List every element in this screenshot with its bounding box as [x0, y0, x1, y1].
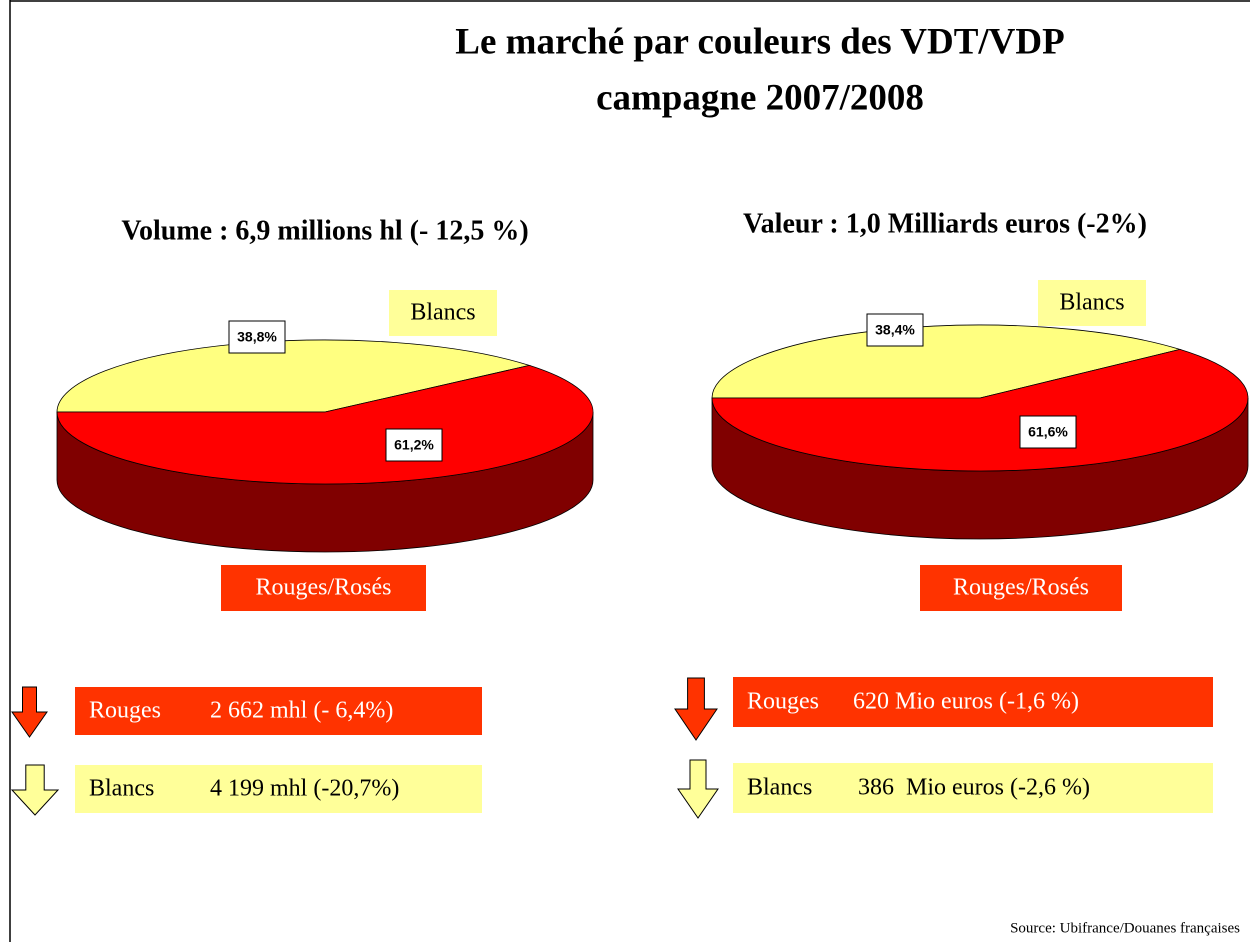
category-label: Blancs	[1059, 290, 1124, 316]
value-label: 38,8%	[237, 329, 277, 345]
summary-box	[733, 763, 1213, 813]
summary-value: 620 Mio euros (-1,6 %)	[853, 689, 1079, 715]
summary-label: Blancs	[747, 775, 812, 801]
arrow-down	[674, 677, 718, 741]
value-label-box	[1019, 415, 1077, 449]
pie-slice	[56, 364, 594, 485]
chart-title: Volume : 6,9 millions hl (- 12,5 %)	[121, 215, 528, 246]
category-label: Rouges/Rosés	[255, 575, 391, 601]
category-label-box	[389, 290, 497, 336]
summary-box	[733, 677, 1213, 727]
category-label: Rouges/Rosés	[953, 575, 1089, 601]
summary-label: Rouges	[747, 689, 819, 715]
slide-title: campagne 2007/2008	[596, 77, 924, 118]
value-label: 61,2%	[394, 437, 434, 453]
category-label: Blancs	[410, 300, 475, 326]
summary-value: 4 199 mhl (-20,7%)	[210, 776, 399, 802]
arrow-down	[677, 759, 719, 819]
summary-label: Rouges	[89, 698, 161, 724]
arrow-down	[10, 764, 60, 816]
summary-label: Blancs	[89, 776, 154, 802]
category-label-box	[1038, 280, 1146, 326]
chart-title: Valeur : 1,0 Milliards euros (-2%)	[743, 208, 1147, 239]
value-label-box	[866, 313, 924, 347]
category-label-box	[221, 565, 426, 611]
summary-value: 386 Mio euros (-2,6 %)	[858, 775, 1090, 801]
value-label-box	[385, 428, 443, 462]
arrow-down	[11, 686, 48, 738]
value-label: 61,6%	[1028, 424, 1068, 440]
slide-title: Le marché par couleurs des VDT/VDP	[455, 21, 1064, 62]
summary-box	[75, 765, 482, 813]
value-label: 38,4%	[875, 322, 915, 338]
category-label-box	[920, 565, 1122, 611]
summary-box	[75, 687, 482, 735]
pie-slice	[711, 348, 1249, 472]
summary-value: 2 662 mhl (- 6,4%)	[210, 698, 393, 724]
source: Source: Ubifrance/Douanes françaises	[1010, 920, 1240, 936]
value-label-box	[228, 320, 286, 354]
